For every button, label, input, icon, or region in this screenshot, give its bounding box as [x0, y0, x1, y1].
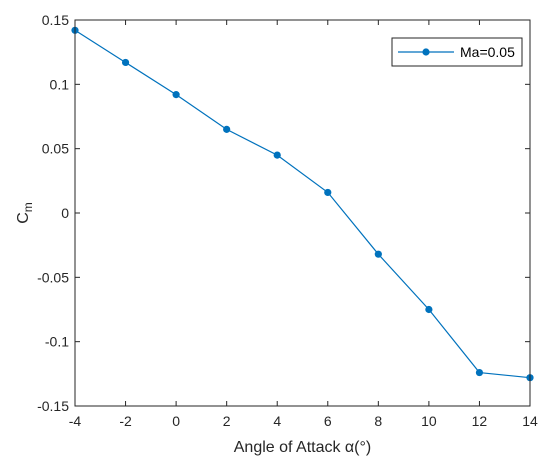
series-line: [74, 29, 531, 379]
legend: Ma=0.05: [391, 37, 523, 67]
data-point: [425, 305, 433, 314]
x-tick-labels: -4 -2 0 2 4 6 8 10 12 14: [69, 413, 538, 429]
legend-label: Ma=0.05: [460, 44, 515, 60]
data-point: [121, 58, 130, 67]
y-tick-labels: -0.15 -0.1 -0.05 0 0.05 0.1 0.15: [37, 12, 69, 414]
data-point: [374, 250, 382, 258]
x-tick-label: 4: [273, 413, 281, 429]
x-tick-label: 14: [522, 413, 538, 429]
x-axis-label: Angle of Attack α(°): [234, 439, 371, 456]
y-tick-label: -0.15: [37, 398, 69, 414]
y-axis-label: Cm: [15, 202, 35, 224]
x-tick-label: 12: [472, 413, 488, 429]
axis-ticks: [74, 19, 531, 407]
x-tick-label: -2: [119, 413, 132, 429]
y-tick-label: 0.15: [42, 12, 69, 28]
x-tick-label: 6: [324, 413, 332, 429]
y-axis-label-subscript: m: [21, 202, 35, 212]
y-tick-label: -0.05: [37, 269, 69, 285]
data-point: [324, 188, 332, 197]
y-tick-label: 0: [61, 205, 69, 221]
plot-frame: [74, 19, 531, 407]
x-tick-label: 2: [223, 413, 231, 429]
y-axis-label-main: C: [15, 212, 32, 224]
data-point: [223, 125, 231, 133]
y-tick-label: -0.1: [45, 334, 69, 350]
x-tick-label: -4: [69, 413, 82, 429]
data-point: [475, 368, 484, 377]
y-tick-label: 0.1: [50, 76, 70, 92]
data-point: [172, 91, 180, 99]
x-tick-label: 10: [421, 413, 437, 429]
series-layer: [71, 26, 534, 382]
x-tick-label: 8: [374, 413, 382, 429]
legend-marker: [422, 48, 430, 56]
y-tick-label: 0.05: [42, 141, 69, 157]
data-point: [273, 151, 281, 159]
plot-area: [75, 20, 530, 406]
x-tick-label: 0: [172, 413, 180, 429]
